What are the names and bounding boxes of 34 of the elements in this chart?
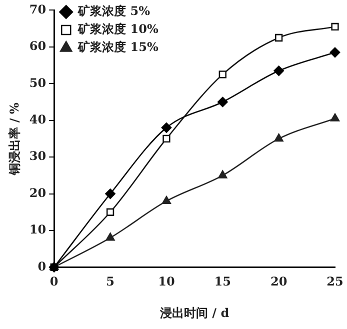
legend-label: 矿浆浓度 5%	[77, 4, 151, 18]
x-tick-label: 25	[326, 274, 344, 289]
x-tick-label: 20	[270, 274, 288, 289]
y-axis-title: 铜浸出率 / %	[7, 102, 22, 176]
y-tick-label: 40	[29, 112, 46, 126]
point	[274, 66, 284, 76]
x-tick-label: 10	[158, 274, 175, 289]
legend-label: 矿浆浓度 15%	[77, 40, 159, 54]
point	[217, 96, 228, 108]
point	[162, 196, 172, 204]
x-tick-label: 5	[106, 274, 114, 289]
y-tick-label: 20	[29, 186, 46, 200]
point	[330, 47, 340, 58]
x-tick-label: 0	[50, 274, 58, 289]
y-tick-label: 0	[38, 259, 46, 274]
legend-label: 矿浆浓度 10%	[77, 22, 159, 36]
point	[331, 22, 339, 31]
point	[162, 134, 170, 143]
y-tick-label: 30	[29, 149, 46, 164]
point	[218, 170, 228, 178]
x-tick-label: 15	[214, 274, 231, 289]
y-tick-label: 60	[29, 39, 46, 54]
point	[218, 70, 226, 78]
point	[161, 122, 172, 133]
x-axis-title: 浸出时间 / d	[158, 306, 230, 320]
y-tick-label: 50	[29, 76, 46, 90]
point	[274, 134, 284, 142]
point	[105, 188, 116, 199]
point	[274, 34, 283, 42]
point	[106, 208, 114, 216]
point	[106, 232, 115, 241]
point	[330, 113, 340, 122]
y-tick-label: 70	[29, 2, 46, 16]
y-tick-label: 10	[29, 222, 46, 237]
